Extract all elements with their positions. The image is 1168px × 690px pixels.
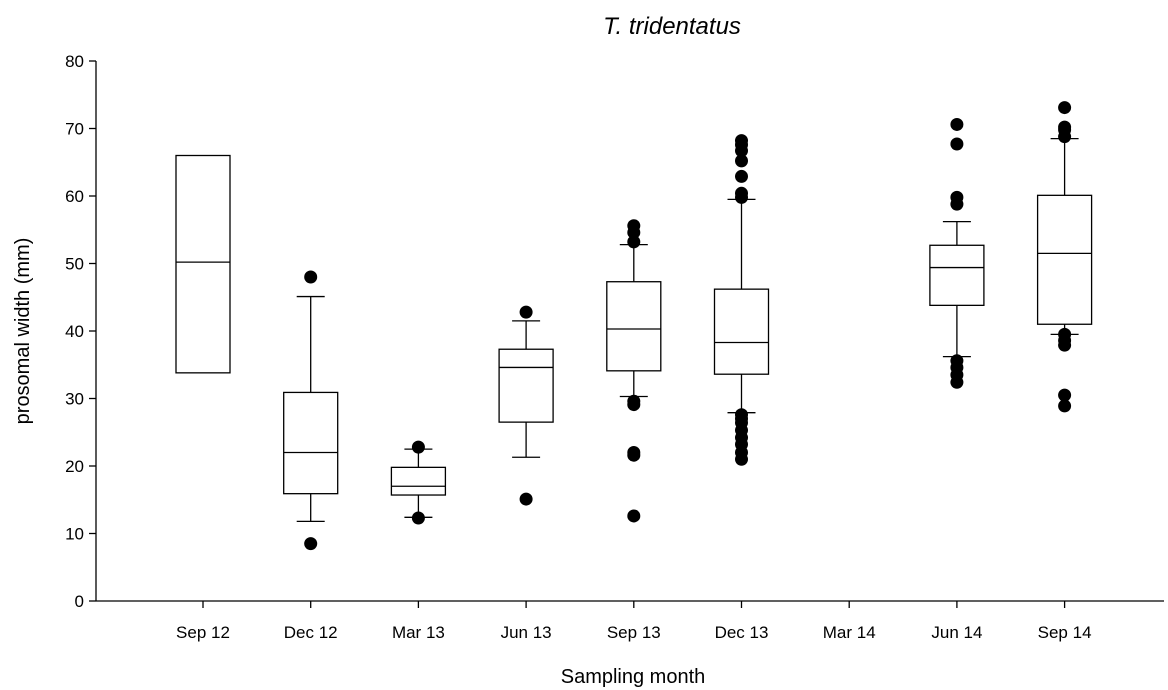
outlier-point [735,169,748,183]
outlier-point [735,134,748,148]
outlier-point [1058,120,1072,134]
box-iqr [175,154,231,374]
outlier-point [735,154,748,168]
y-tick-label: 50 [65,255,84,274]
outlier-point [519,305,533,319]
outlier-point [519,492,533,506]
x-tick-label: Dec 12 [284,623,338,642]
y-tick-label: 20 [65,457,84,476]
outlier-point [411,440,425,454]
box-iqr [713,288,770,375]
outlier-point [304,270,318,284]
box-iqr [929,244,985,306]
x-axis-label: Sampling month [561,666,706,688]
outlier-point [627,235,641,249]
y-tick-label: 40 [65,322,84,341]
outlier-point [735,408,748,422]
outlier-point [411,511,425,525]
y-axis-label: prosomal width (mm) [12,238,34,425]
x-tick-label: Dec 13 [715,623,769,642]
x-tick-label: Sep 13 [607,623,661,642]
x-tick-label: Jun 14 [931,623,982,642]
x-tick-label: Sep 12 [176,623,230,642]
x-tick-label: Sep 14 [1038,623,1092,642]
box-iqr [283,391,339,495]
outlier-point [950,190,964,204]
outlier-point [627,446,641,459]
outlier-point [627,394,641,408]
box-iqr [1036,194,1093,325]
y-tick-label: 0 [75,592,84,611]
outlier-point [627,219,641,233]
y-tick-label: 30 [65,390,84,409]
outlier-point [1058,327,1072,341]
outlier-point [735,186,748,200]
y-tick-label: 60 [65,187,84,206]
box-iqr [498,348,554,423]
outlier-point [304,537,318,551]
x-tick-label: Mar 13 [392,623,445,642]
outlier-point [1058,388,1072,402]
y-tick-label: 70 [65,120,84,139]
y-tick-label: 10 [65,525,84,544]
outlier-point [1058,101,1072,115]
x-tick-label: Mar 14 [823,623,876,642]
y-tick-label: 80 [65,52,84,71]
outlier-point [627,509,641,523]
outlier-point [950,117,964,131]
outlier-point [950,354,964,368]
outlier-point [1058,399,1072,413]
box-iqr [606,281,662,372]
plot-area: 0 10 20 30 40 50 60 70 80 Sep 12 Dec 12 Mar 13 Jun 1… [65,52,1164,642]
box-iqr [390,466,447,496]
outlier-point [950,137,964,151]
chart-title: T. tridentatus [603,13,741,40]
x-tick-label: Jun 13 [501,623,552,642]
